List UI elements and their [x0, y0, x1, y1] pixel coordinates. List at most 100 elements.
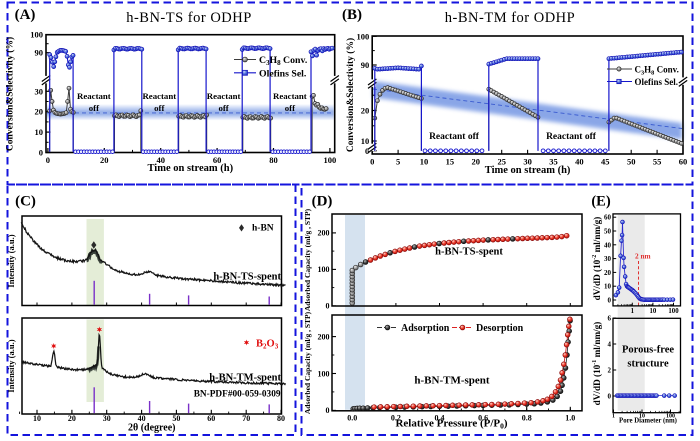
svg-text:10: 10	[650, 308, 657, 315]
svg-text:h-BN-TM-spent: h-BN-TM-spent	[414, 375, 490, 387]
svg-text:20: 20	[472, 157, 481, 167]
svg-text:100: 100	[318, 265, 330, 274]
svg-text:200: 200	[318, 229, 330, 238]
svg-text:(A): (A)	[15, 7, 36, 23]
svg-text:Intensity (a.u.): Intensity (a.u.)	[6, 234, 16, 287]
svg-text:Reactant off: Reactant off	[546, 132, 597, 142]
svg-text:Time on stream (h): Time on stream (h)	[147, 163, 233, 174]
svg-text:Time on stream (h): Time on stream (h)	[485, 165, 571, 176]
svg-text:100: 100	[666, 414, 675, 420]
svg-text:20: 20	[68, 414, 76, 423]
svg-text:10: 10	[420, 157, 429, 167]
svg-text:200: 200	[318, 332, 330, 341]
svg-text:off: off	[89, 103, 100, 113]
svg-text:0: 0	[608, 297, 612, 305]
svg-text:55: 55	[653, 157, 662, 167]
svg-text:100: 100	[318, 369, 330, 378]
svg-text:0: 0	[326, 406, 330, 415]
svg-text:0.6: 0.6	[478, 413, 488, 422]
svg-text:90: 90	[361, 60, 370, 70]
svg-text:dV/dD (10-1 ml/nm/g): dV/dD (10-1 ml/nm/g)	[592, 322, 602, 406]
svg-text:50: 50	[604, 228, 612, 236]
svg-text:5: 5	[396, 157, 400, 167]
svg-text:Adsorption: Adsorption	[401, 323, 450, 334]
svg-text:2θ (degree): 2θ (degree)	[128, 423, 176, 434]
svg-text:Relative Pressure (P/P0): Relative Pressure (P/P0)	[395, 417, 507, 430]
svg-text:30: 30	[35, 86, 44, 96]
svg-text:Conversion&Selectivity (%): Conversion&Selectivity (%)	[5, 37, 16, 151]
svg-text:40: 40	[575, 157, 584, 167]
svg-text:10: 10	[604, 283, 612, 291]
svg-text:1: 1	[631, 308, 635, 315]
svg-text:40: 40	[156, 155, 165, 165]
svg-text:Desorption: Desorption	[476, 323, 524, 334]
svg-text:0.8: 0.8	[522, 413, 532, 422]
svg-text:60: 60	[207, 414, 215, 423]
svg-text:Olefins Sel.: Olefins Sel.	[635, 77, 679, 87]
svg-text:30: 30	[604, 255, 612, 263]
svg-text:Reactant: Reactant	[273, 91, 307, 101]
svg-text:30: 30	[523, 157, 532, 167]
svg-text:80: 80	[277, 414, 285, 423]
svg-text:Conversion&Selectivity (%): Conversion&Selectivity (%)	[345, 38, 356, 152]
svg-text:Adsorbed Capacity (ml/g , STP): Adsorbed Capacity (ml/g , STP)	[303, 208, 312, 311]
svg-text:0: 0	[365, 146, 369, 156]
svg-text:Adsorbed Capacity (ml/g , STP): Adsorbed Capacity (ml/g , STP)	[303, 311, 312, 414]
svg-text:50: 50	[172, 414, 180, 423]
svg-text:Olefins Sel.: Olefins Sel.	[259, 68, 307, 79]
svg-text:Intensity (a.u.): Intensity (a.u.)	[6, 339, 16, 392]
svg-text:off: off	[285, 103, 296, 113]
svg-text:4: 4	[608, 341, 612, 349]
svg-text:10: 10	[33, 414, 41, 423]
svg-text:Reactant: Reactant	[142, 91, 176, 101]
svg-text:1: 1	[612, 414, 615, 420]
svg-text:2 nm: 2 nm	[635, 252, 651, 261]
svg-text:60: 60	[604, 214, 612, 222]
svg-text:10: 10	[35, 127, 44, 137]
svg-text:h-BN-TM for ODHP: h-BN-TM for ODHP	[445, 10, 575, 26]
svg-text:20: 20	[35, 107, 44, 117]
svg-text:(B): (B)	[342, 7, 362, 23]
svg-text:35: 35	[549, 157, 558, 167]
svg-text:100: 100	[324, 155, 337, 165]
svg-text:B2O3: B2O3	[256, 339, 279, 351]
svg-text:40: 40	[604, 241, 612, 249]
svg-text:Porous-free: Porous-free	[622, 345, 674, 356]
svg-text:10: 10	[639, 414, 645, 420]
svg-text:100: 100	[356, 31, 369, 41]
svg-text:1.0: 1.0	[565, 413, 575, 422]
svg-text:h-BN-TS-spent: h-BN-TS-spent	[213, 272, 281, 283]
svg-text:(E): (E)	[591, 194, 611, 210]
svg-text:0: 0	[46, 155, 50, 165]
svg-text:h-BN-TM-spent: h-BN-TM-spent	[209, 373, 281, 384]
svg-text:30: 30	[103, 414, 111, 423]
svg-text:structure: structure	[627, 359, 669, 370]
svg-text:40: 40	[138, 414, 146, 423]
svg-text:h-BN-TS for ODHP: h-BN-TS for ODHP	[126, 10, 252, 26]
svg-text:0: 0	[326, 302, 330, 311]
svg-text:h-BN-TS-spent: h-BN-TS-spent	[435, 247, 503, 258]
svg-text:90: 90	[35, 48, 44, 58]
svg-text:C3H8 Conv.: C3H8 Conv.	[259, 55, 308, 67]
svg-text:Reactant: Reactant	[77, 91, 111, 101]
svg-text:(D): (D)	[312, 194, 333, 210]
svg-text:10: 10	[361, 136, 370, 146]
svg-text:60: 60	[679, 157, 688, 167]
svg-text:BN-PDF#00-059-0309: BN-PDF#00-059-0309	[194, 390, 281, 400]
svg-text:60: 60	[213, 155, 222, 165]
svg-text:0.2: 0.2	[391, 413, 401, 422]
svg-text:0: 0	[608, 393, 612, 401]
svg-text:45: 45	[601, 157, 610, 167]
svg-text:80: 80	[269, 155, 278, 165]
svg-text:6: 6	[608, 315, 612, 323]
svg-text:20: 20	[604, 269, 612, 277]
svg-text:off: off	[154, 103, 165, 113]
svg-text:70: 70	[242, 414, 250, 423]
svg-text:off: off	[218, 103, 229, 113]
svg-text:dV/dD (10-2 ml/nm/g): dV/dD (10-2 ml/nm/g)	[592, 217, 602, 301]
svg-text:2: 2	[608, 367, 612, 375]
svg-text:Reactant off: Reactant off	[429, 132, 480, 142]
svg-text:C3H8 Conv.: C3H8 Conv.	[635, 64, 679, 76]
svg-text:h-BN: h-BN	[252, 224, 274, 234]
svg-text:25: 25	[497, 157, 506, 167]
